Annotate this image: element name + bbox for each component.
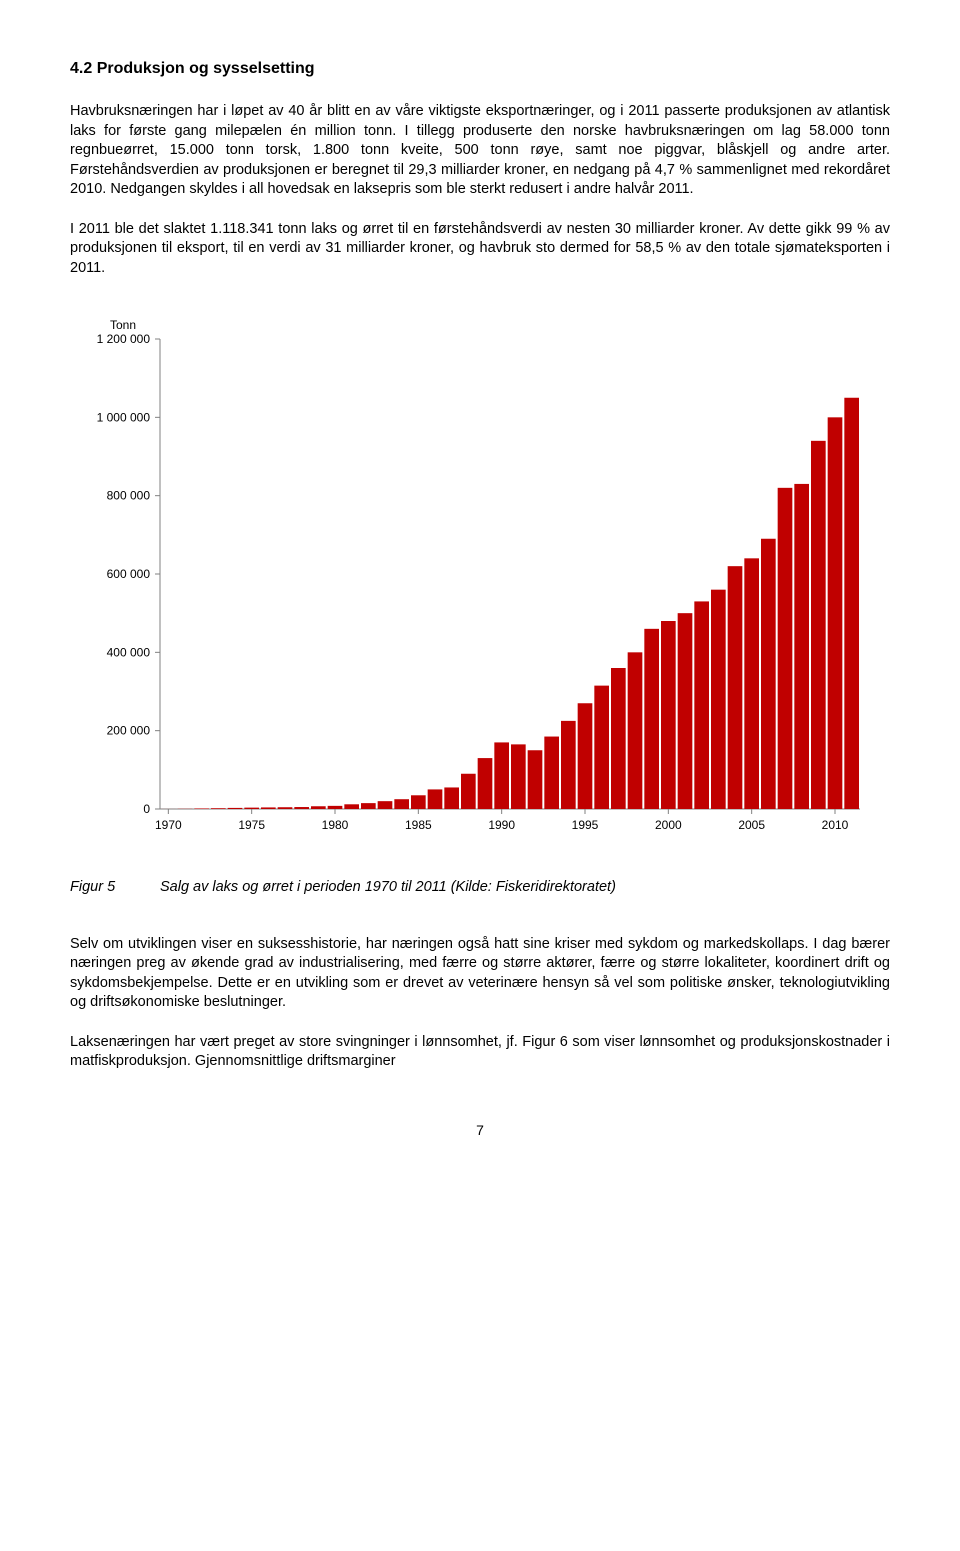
svg-text:1 200 000: 1 200 000 [97,332,151,346]
svg-text:1975: 1975 [238,818,265,832]
body-paragraph-2: I 2011 ble det slaktet 1.118.341 tonn la… [70,220,890,279]
svg-text:2000: 2000 [655,818,682,832]
figure-caption: Salg av laks og ørret i perioden 1970 ti… [160,879,616,895]
svg-text:1985: 1985 [405,818,432,832]
svg-text:2010: 2010 [822,818,849,832]
svg-text:600 000: 600 000 [107,567,151,581]
svg-text:200 000: 200 000 [107,723,151,737]
body-paragraph-4: Laksenæringen har vært preget av store s… [70,1033,890,1072]
body-paragraph-3: Selv om utviklingen viser en suksesshist… [70,935,890,1013]
bar-chart-production: Tonn 0 200 000 400 000 600 000 800 000 1 000 0… [70,309,890,849]
figure-caption-row: Figur 5 Salg av laks og ørret i perioden… [70,879,890,895]
svg-text:400 000: 400 000 [107,645,151,659]
svg-text:0: 0 [143,802,150,816]
svg-text:1 000 000: 1 000 000 [97,410,151,424]
figure-label: Figur 5 [70,879,160,895]
svg-text:Tonn: Tonn [110,318,136,332]
svg-text:2005: 2005 [738,818,765,832]
svg-text:1990: 1990 [488,818,515,832]
page-number: 7 [70,1122,890,1138]
body-paragraph-1: Havbruksnæringen har i løpet av 40 år bl… [70,102,890,200]
bar-chart-svg: Tonn 0 200 000 400 000 600 000 800 000 1 000 0… [70,309,870,849]
section-heading: 4.2 Produksjon og sysselsetting [70,60,890,78]
svg-text:800 000: 800 000 [107,488,151,502]
svg-text:1980: 1980 [322,818,349,832]
svg-text:1995: 1995 [572,818,599,832]
svg-text:1970: 1970 [155,818,182,832]
